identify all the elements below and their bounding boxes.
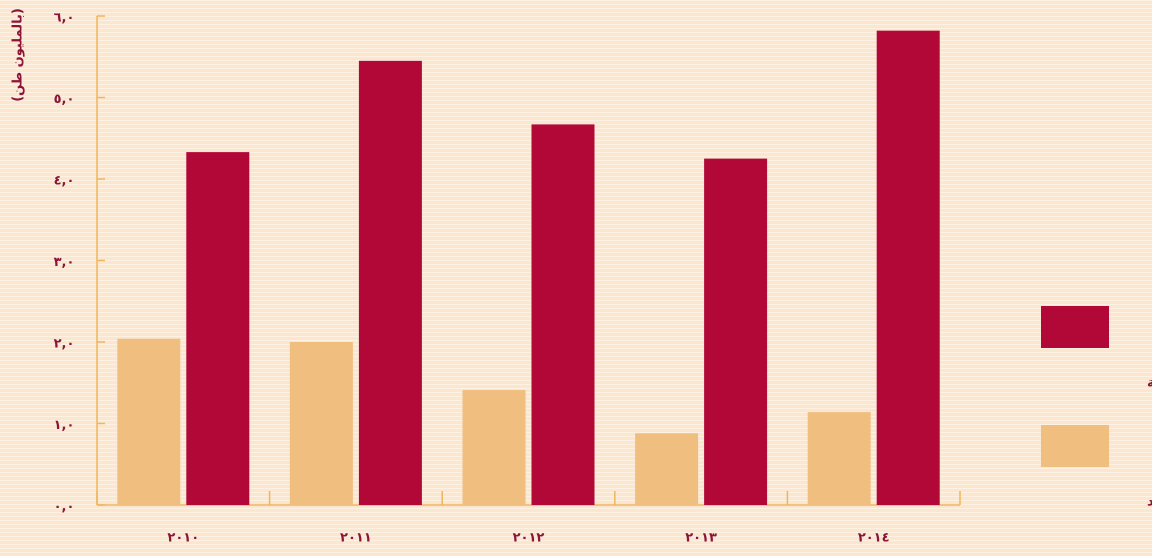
y-axis-label: (بالمليون طن) (11, 8, 26, 102)
x-tick-label: ٢٠١٠ (167, 531, 199, 546)
bar (531, 124, 595, 506)
x-tick-label: ٢٠١٢ (513, 531, 545, 546)
bar (186, 152, 250, 506)
y-tick-label: ١,٠ (54, 418, 75, 433)
x-tick-label: ٢٠١١ (340, 531, 372, 546)
x-tick-label: ٢٠١٣ (685, 531, 717, 546)
x-tick-label: ٢٠١٤ (858, 531, 890, 546)
y-tick-label: ٢,٠ (54, 337, 75, 352)
bar (289, 342, 353, 505)
y-tick-label: ٠,٠ (54, 500, 75, 515)
legend-label: السيارات الشاحنة (1147, 376, 1152, 391)
bar (807, 412, 871, 505)
bar (117, 338, 181, 505)
legend-swatch (1041, 425, 1109, 467)
legend-label: سكة الحديد (1147, 495, 1152, 510)
y-tick-label: ٦,٠ (54, 11, 75, 26)
y-tick-label: ٣,٠ (54, 255, 75, 270)
legend-swatch (1041, 306, 1109, 348)
bar (358, 60, 422, 505)
bar (635, 433, 699, 505)
y-tick-label: ٤,٠ (54, 174, 75, 189)
y-tick-label: ٥,٠ (54, 92, 75, 107)
bar (462, 390, 526, 505)
bar (704, 158, 768, 505)
bar (876, 30, 940, 505)
